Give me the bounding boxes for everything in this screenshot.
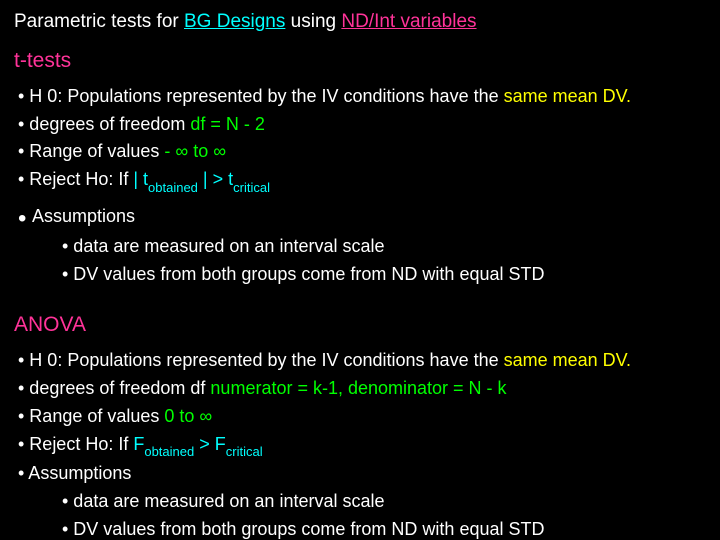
assumption-dot: • (18, 200, 28, 237)
ttests-reject-text: • Reject Ho: If (18, 169, 133, 189)
anova-assumption-1: • data are measured on an interval scale (62, 488, 706, 516)
anova-reject: • Reject Ho: If Fobtained > Fcritical (18, 431, 706, 461)
ttests-assumption-2: • DV values from both groups come from N… (62, 261, 706, 289)
f-obtained-sub: obtained (144, 444, 194, 459)
ttests-range: • Range of values - ∞ to ∞ (18, 138, 706, 166)
slide: Parametric tests for BG Designs using ND… (0, 0, 720, 540)
title-part-1: Parametric tests for (14, 11, 184, 32)
anova-df-highlight: numerator = k-1, denominator = N - k (210, 378, 506, 398)
t-obtained-sub: obtained (148, 180, 198, 195)
section-heading-anova: ANOVA (14, 313, 706, 337)
ttests-reject: • Reject Ho: If | tobtained | > tcritica… (18, 166, 706, 196)
anova-bullets: • H 0: Populations represented by the IV… (14, 347, 706, 540)
anova-range: • Range of values 0 to ∞ (18, 403, 706, 431)
ttests-h0-text: • H 0: Populations represented by the IV… (18, 86, 504, 106)
anova-assumptions: • Assumptions (18, 460, 706, 488)
spacer (14, 289, 706, 309)
f-sym: F (133, 434, 144, 454)
ttests-assumptions: • Assumptions (18, 196, 706, 233)
anova-h0: • H 0: Populations represented by the IV… (18, 347, 706, 375)
anova-df: • degrees of freedom df numerator = k-1,… (18, 375, 706, 403)
ttests-h0-highlight: same mean DV. (504, 86, 631, 106)
anova-h0-highlight: same mean DV. (504, 350, 631, 370)
anova-range-highlight: 0 to ∞ (164, 406, 212, 426)
ttests-h0: • H 0: Populations represented by the IV… (18, 83, 706, 111)
section-heading-ttests: t-tests (14, 49, 706, 73)
slide-title: Parametric tests for BG Designs using ND… (14, 10, 706, 35)
f-gt: > F (194, 434, 226, 454)
anova-reject-formula: Fobtained > Fcritical (133, 434, 262, 454)
title-part-4: ND/Int variables (341, 11, 476, 32)
f-critical-sub: critical (226, 444, 263, 459)
ttests-df-highlight: df = N - 2 (190, 114, 265, 134)
ttests-assumptions-label: Assumptions (32, 206, 135, 226)
t-critical-sub: critical (233, 180, 270, 195)
ttests-range-highlight: - ∞ to ∞ (164, 141, 226, 161)
anova-assumption-2: • DV values from both groups come from N… (62, 516, 706, 540)
ttests-df-text: • degrees of freedom (18, 114, 190, 134)
anova-assumption-sub: • data are measured on an interval scale… (18, 488, 706, 540)
anova-range-text: • Range of values (18, 406, 164, 426)
ttests-df: • degrees of freedom df = N - 2 (18, 111, 706, 139)
ttests-reject-formula: | tobtained | > tcritical (133, 169, 270, 189)
ttests-assumption-1: • data are measured on an interval scale (62, 233, 706, 261)
title-part-3: using (285, 11, 341, 32)
anova-reject-text: • Reject Ho: If (18, 434, 133, 454)
t-abs-close-gt: | > t (198, 169, 233, 189)
anova-df-text: • degrees of freedom df (18, 378, 210, 398)
ttests-bullets: • H 0: Populations represented by the IV… (14, 83, 706, 289)
ttests-assumption-sub: • data are measured on an interval scale… (18, 233, 706, 289)
t-abs-open: | t (133, 169, 148, 189)
title-part-2: BG Designs (184, 11, 285, 32)
ttests-range-text: • Range of values (18, 141, 164, 161)
anova-h0-text: • H 0: Populations represented by the IV… (18, 350, 504, 370)
